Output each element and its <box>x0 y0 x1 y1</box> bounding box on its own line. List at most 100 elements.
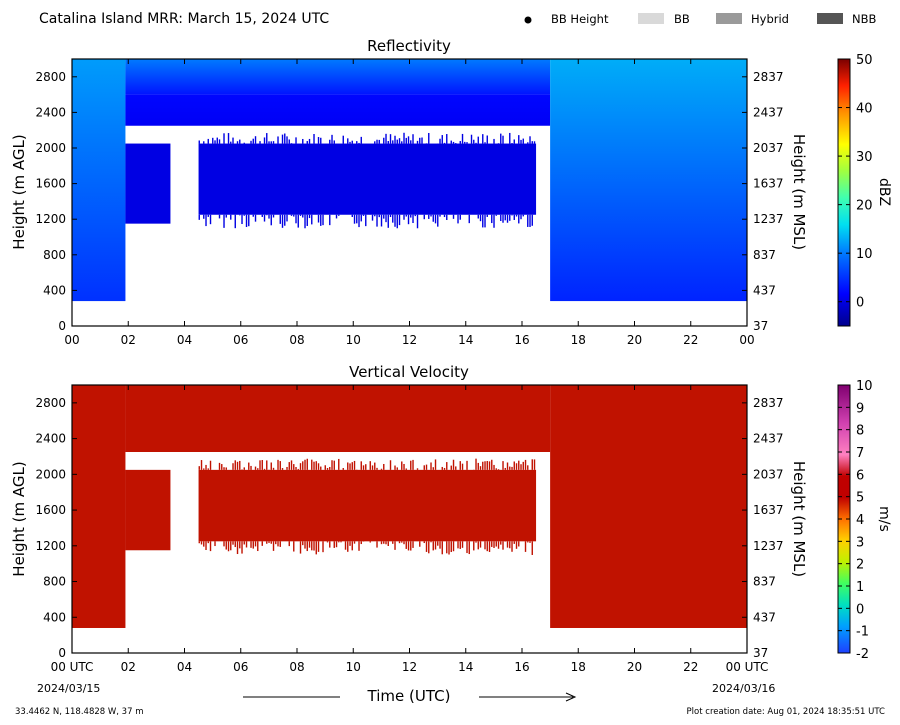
y-tick-label: 2000 <box>35 467 66 481</box>
x-tick-label: 18 <box>571 333 586 347</box>
x-tick-label: 16 <box>514 333 529 347</box>
echo-fringe <box>207 138 209 144</box>
y-tick-label: 400 <box>43 283 66 297</box>
x-tick-label: 08 <box>289 660 304 674</box>
echo-fringe <box>455 466 457 470</box>
echo-fringe <box>347 462 349 470</box>
echo-fringe <box>401 141 403 144</box>
echo-fringe <box>401 541 403 543</box>
echo-fringe <box>448 541 450 555</box>
echo-fringe <box>212 137 214 144</box>
echo-fringe <box>461 541 464 548</box>
hybrid-legend-label: Hybrid <box>751 12 789 26</box>
echo-fringe <box>506 214 509 223</box>
echo-fringe <box>452 141 455 144</box>
echo-fringe <box>518 460 520 470</box>
echo-fringe <box>281 214 284 228</box>
echo-fringe <box>412 134 414 144</box>
echo-fringe <box>380 541 383 545</box>
echo-fringe <box>410 214 412 218</box>
echo-fringe <box>329 466 331 470</box>
echo-fringe <box>351 541 353 551</box>
nbb-legend-label: NBB <box>852 12 876 26</box>
y-tick-label-right: 1637 <box>753 177 784 191</box>
echo-fringe <box>383 541 385 544</box>
echo-fringe <box>446 541 448 554</box>
echo-fringe <box>257 541 259 552</box>
echo-fringe <box>488 461 491 470</box>
echo-fringe <box>236 461 239 470</box>
colorbar-tick-label: 30 <box>856 150 873 165</box>
x-tick-label: 04 <box>177 660 192 674</box>
x-tick-label: 14 <box>458 333 473 347</box>
echo-fringe <box>239 460 241 470</box>
echo-fringe <box>493 138 495 144</box>
echo-fringe <box>403 132 405 144</box>
echo-fringe <box>261 460 263 470</box>
echo-fringe <box>394 541 396 550</box>
echo-fringe <box>272 541 275 551</box>
echo-fringe <box>270 214 272 226</box>
y-tick-label-right: 2037 <box>753 141 784 155</box>
echo-fringe <box>392 140 394 144</box>
echo-fringe <box>295 214 297 224</box>
echo-fringe <box>306 541 308 552</box>
echo-fringe <box>439 138 441 144</box>
echo-fringe <box>243 142 245 144</box>
echo-fringe <box>232 137 234 144</box>
echo-fringe <box>423 214 425 220</box>
echo-fringe <box>511 143 513 144</box>
echo-fringe <box>356 214 358 224</box>
x-tick-label: 00 <box>64 333 79 347</box>
echo-fringe <box>401 461 403 470</box>
echo-fringe <box>225 214 227 218</box>
echo-fringe <box>209 460 212 470</box>
echo-fringe <box>232 463 234 470</box>
echo-fringe <box>430 214 432 217</box>
echo-fringe <box>333 460 335 470</box>
bb-legend-label: BB <box>674 12 690 26</box>
echo-fringe <box>513 461 515 470</box>
echo-fringe <box>374 141 376 144</box>
echo-fringe <box>468 214 470 224</box>
echo-fringe <box>293 214 295 217</box>
echo-fringe <box>324 465 326 470</box>
echo-fringe <box>497 541 500 549</box>
echo-fringe <box>506 462 509 470</box>
echo-fringe <box>522 461 524 470</box>
echo-fringe <box>376 467 378 470</box>
echo-fringe <box>369 541 371 543</box>
echo-fringe <box>243 541 245 545</box>
x-tick-label: 12 <box>402 660 417 674</box>
echo-fringe <box>484 142 486 144</box>
echo-fringe <box>331 460 333 470</box>
echo-fringe <box>362 465 365 470</box>
echo-fringe <box>214 541 216 547</box>
colorbar-tick-label: 10 <box>856 379 873 394</box>
echo-fringe <box>497 469 500 470</box>
echo-fringe <box>288 139 290 144</box>
echo-fringe <box>252 214 254 217</box>
echo-fringe <box>484 461 486 470</box>
echo-fringe <box>284 214 286 226</box>
echo-fringe <box>254 214 257 222</box>
echo-fringe <box>374 462 376 470</box>
echo-fringe <box>407 214 410 225</box>
echo-fringe <box>311 214 313 225</box>
echo-fringe <box>495 468 497 470</box>
echo-fringe <box>502 541 504 550</box>
colorbar-tick-label: 40 <box>856 102 873 117</box>
echo-fringe <box>198 541 200 544</box>
echo-fringe <box>207 214 209 217</box>
echo-fringe <box>468 541 470 555</box>
echo-fringe <box>311 459 313 470</box>
echo-fringe <box>268 141 270 144</box>
echo-fringe <box>477 136 479 144</box>
echo-fringe <box>259 141 261 144</box>
echo-fringe <box>351 214 353 217</box>
echo-fringe <box>430 541 432 543</box>
echo-fringe <box>203 214 205 219</box>
echo-fringe <box>353 541 356 544</box>
echo-fringe <box>286 466 288 470</box>
